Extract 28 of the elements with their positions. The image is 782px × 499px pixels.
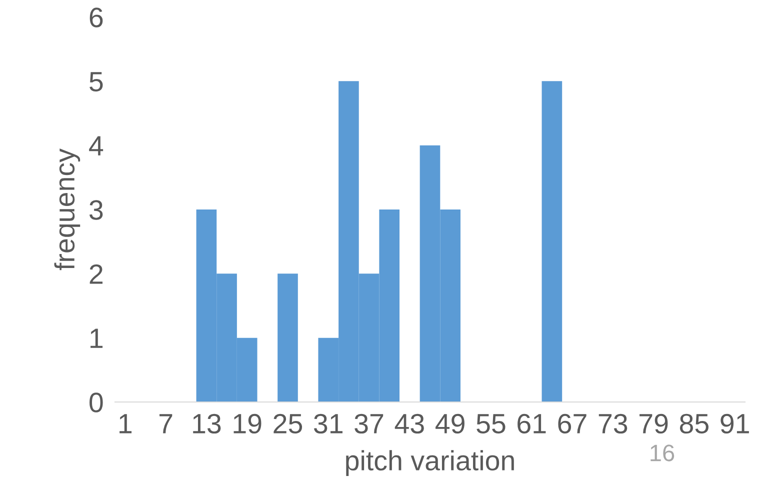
y-tick-label: 2 [90, 264, 102, 284]
x-tick-label: 79 [640, 414, 668, 434]
y-tick-label: 3 [90, 200, 103, 220]
x-tick-label: 85 [680, 414, 708, 434]
x-tick-label: 49 [436, 414, 464, 434]
y-tick-label: 5 [90, 72, 103, 92]
x-tick-label: 1 [120, 414, 132, 434]
y-tick-label: 0 [90, 392, 103, 412]
x-tick-label: 7 [160, 414, 172, 434]
y-tick-label: 6 [90, 8, 103, 28]
x-tick-label: 73 [598, 414, 628, 434]
x-tick-label: 31 [314, 414, 342, 434]
x-tick-label: 61 [518, 414, 546, 434]
x-tick-label: 19 [234, 414, 262, 434]
y-tick-label: 4 [89, 136, 104, 156]
x-tick-label: 91 [720, 414, 749, 434]
text: 16 [650, 444, 674, 462]
x-tick-label: 37 [354, 414, 384, 434]
x-tick-label: 43 [394, 414, 424, 434]
y-tick-label: 1 [90, 328, 103, 348]
x-tick-label: 55 [476, 414, 506, 434]
bar [278, 274, 298, 402]
x-tick-label: 67 [558, 414, 586, 434]
bar [542, 81, 562, 402]
y-axis-title: frequency [54, 148, 80, 270]
x-tick-label: 13 [193, 414, 221, 434]
x-tick-label: 25 [274, 414, 302, 434]
x-axis-title: pitch variation [346, 450, 514, 476]
